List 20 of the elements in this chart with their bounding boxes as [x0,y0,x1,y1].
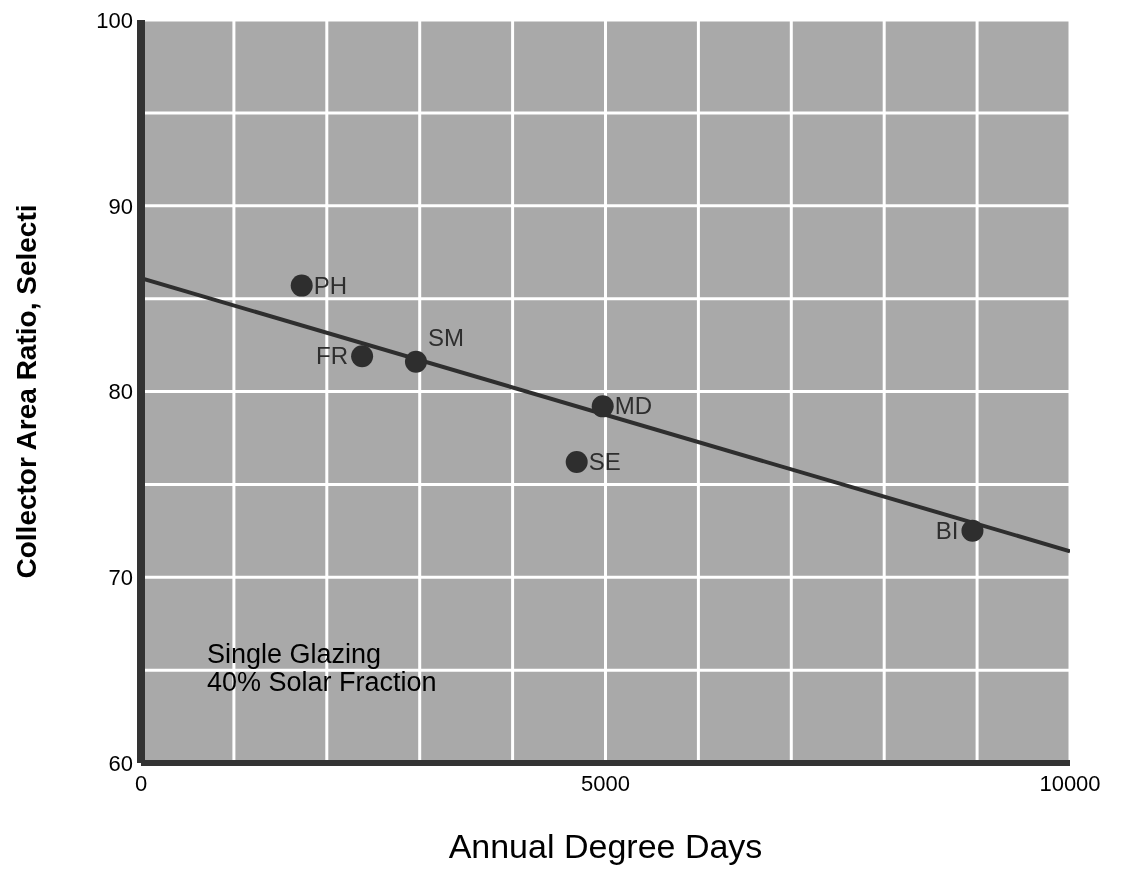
y-tick-label: 60 [108,750,133,776]
annotation: MD [614,392,653,420]
y-tick-label: 100 [96,7,133,33]
x-tick-label: 5000 [581,770,630,796]
point [404,350,427,373]
y-axis-title: Collector Area Ratio, Selecti [10,204,42,579]
point [290,274,313,297]
y-tick-label: 90 [108,193,133,219]
annotation: SM [427,323,464,351]
x-tick-label: 0 [134,770,148,796]
annotation: BI [935,516,959,544]
point [351,345,374,368]
y-tick-label: 70 [108,565,133,591]
point [591,395,614,418]
point [961,519,984,542]
y-tick-label: 80 [108,379,133,405]
x-axis-title: Annual Degree Days [448,827,763,865]
x-tick-label: 10000 [1039,770,1101,796]
annotation: Single Glazing [207,639,382,669]
point [565,451,588,474]
